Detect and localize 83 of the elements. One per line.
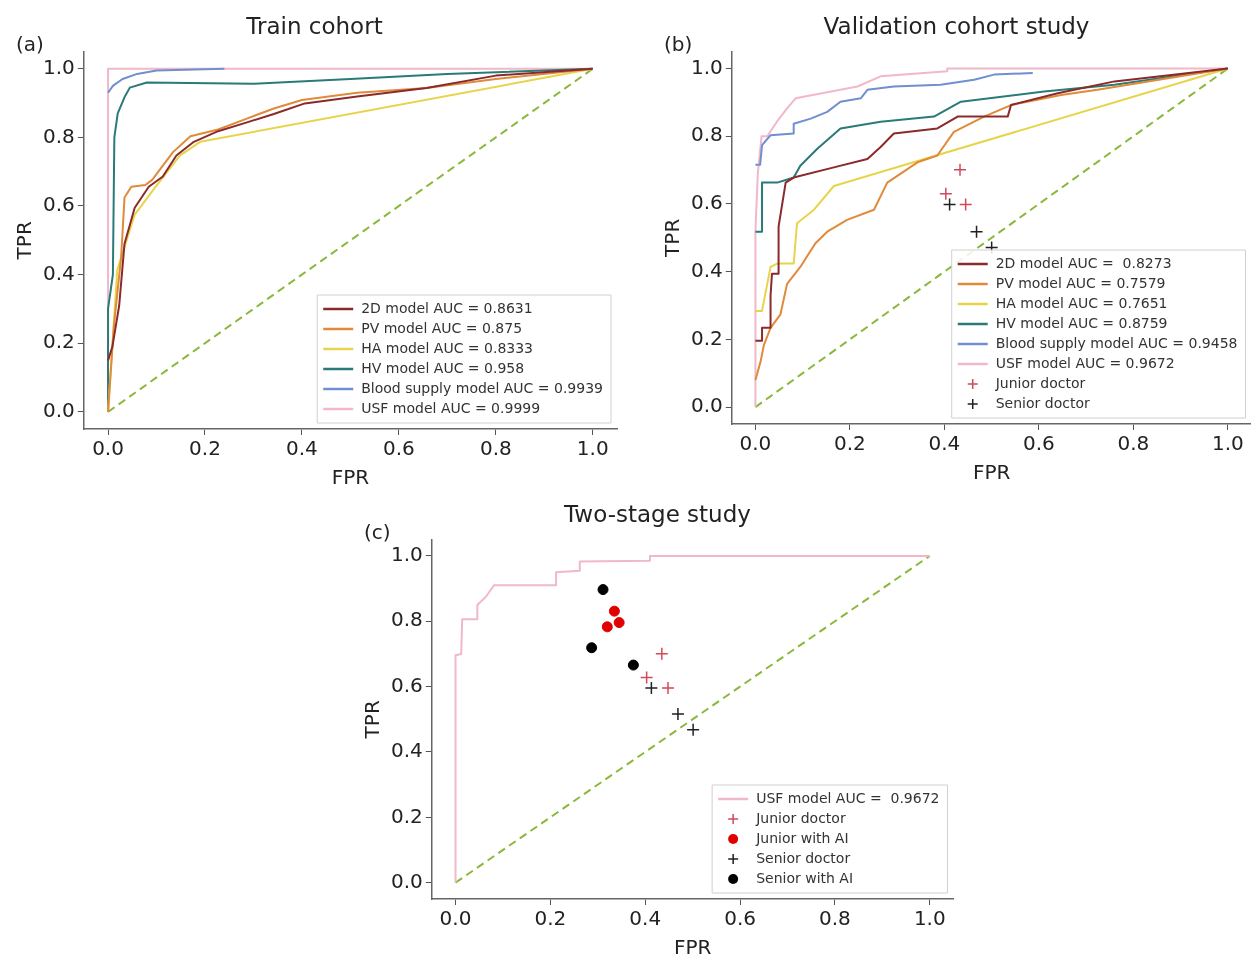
legend-label: USF model AUC = 0.9672 — [756, 789, 940, 806]
y-tick-label: 1.0 — [390, 542, 423, 567]
y-tick-label: 0.6 — [690, 190, 723, 215]
chart-title: Train cohort — [245, 12, 383, 39]
x-axis-title: FPR — [972, 460, 1011, 485]
legend-label: HV model AUC = 0.958 — [361, 359, 525, 376]
y-tick-label: 0.6 — [42, 192, 75, 217]
point — [671, 707, 685, 721]
y-tick-label: 0.0 — [42, 398, 75, 423]
text: (c) — [364, 520, 391, 545]
x-tick-label: 0.4 — [928, 431, 961, 456]
legend-label: 2D model AUC = 0.8273 — [995, 254, 1172, 271]
point — [661, 681, 675, 695]
legend-label: HV model AUC = 0.8759 — [995, 314, 1168, 331]
y-tick-label: 0.2 — [390, 803, 423, 828]
y-tick-label: 1.0 — [42, 54, 75, 79]
legend-label: Junior with AI — [755, 829, 849, 846]
point — [597, 584, 609, 596]
x-tick-label: 0.0 — [439, 906, 472, 931]
x-tick-label: 0.0 — [739, 431, 772, 456]
legend-label: HA model AUC = 0.8333 — [361, 339, 534, 356]
x-axis-title: FPR — [331, 465, 370, 490]
legend-label: PV model AUC = 0.7579 — [995, 274, 1166, 291]
legend-label: Senior doctor — [995, 394, 1090, 411]
legend-label: Junior doctor — [994, 374, 1086, 391]
point — [601, 621, 613, 633]
y-tick-label: 0.0 — [390, 868, 423, 893]
x-tick-label: 0.2 — [534, 906, 567, 931]
point — [969, 224, 984, 239]
point — [586, 642, 598, 654]
legend-label: Senior with AI — [756, 869, 854, 886]
y-tick-label: 0.4 — [690, 257, 723, 282]
point — [686, 723, 700, 737]
x-tick-label: 0.8 — [479, 436, 512, 461]
x-tick-label: 1.0 — [913, 906, 946, 931]
point — [613, 617, 625, 629]
y-tick-label: 0.8 — [42, 123, 75, 148]
x-tick-label: 0.2 — [834, 431, 866, 456]
x-tick-label: 0.0 — [92, 436, 124, 461]
point — [942, 197, 957, 212]
chart-title: Validation cohort study — [823, 12, 1090, 39]
point — [655, 646, 669, 661]
point — [939, 187, 953, 201]
y-tick-label: 0.2 — [42, 329, 75, 354]
y-tick-label: 0.8 — [690, 122, 723, 147]
legend-label: Blood supply model AUC = 0.9458 — [995, 334, 1238, 351]
legend-label: Blood supply model AUC = 0.9939 — [361, 379, 604, 396]
legend-label: USF model AUC = 0.9999 — [361, 399, 541, 416]
y-axis-title: TPR — [660, 218, 685, 258]
x-tick-label: 0.2 — [189, 436, 221, 461]
legend-label: 2D model AUC = 0.8631 — [361, 299, 533, 316]
point — [627, 659, 639, 671]
point — [958, 197, 973, 212]
legend-label: Senior doctor — [756, 849, 851, 866]
y-axis-title: TPR — [12, 221, 37, 261]
x-tick-label: 0.6 — [1022, 431, 1055, 456]
y-tick-label: 0.0 — [690, 393, 723, 418]
point — [608, 605, 620, 617]
x-tick-label: 1.0 — [576, 436, 609, 461]
legend-label: PV model AUC = 0.875 — [361, 319, 523, 336]
y-tick-label: 0.2 — [690, 325, 723, 350]
y-tick-label: 0.4 — [390, 738, 423, 763]
legend-label: USF model AUC = 0.9672 — [995, 354, 1175, 371]
point — [639, 670, 654, 685]
y-tick-label: 0.6 — [390, 672, 423, 697]
x-tick-label: 0.4 — [286, 436, 318, 461]
chart-title: Two-stage study — [563, 500, 751, 527]
x-tick-label: 0.8 — [1117, 431, 1150, 456]
y-tick-label: 0.4 — [42, 260, 75, 285]
x-tick-label: 0.4 — [629, 906, 662, 931]
x-tick-label: 0.6 — [724, 906, 756, 931]
y-tick-label: 0.8 — [390, 607, 423, 632]
y-tick-label: 1.0 — [690, 54, 723, 79]
x-tick-label: 0.8 — [819, 906, 851, 931]
point — [953, 163, 967, 177]
legend-label: Junior doctor — [755, 809, 846, 826]
point — [644, 681, 659, 695]
text: (a) — [16, 32, 44, 57]
text: (b) — [664, 32, 693, 57]
x-axis-title: FPR — [673, 935, 712, 955]
x-tick-label: 1.0 — [1211, 431, 1244, 456]
y-axis-title: TPR — [360, 700, 385, 740]
legend-label: HA model AUC = 0.7651 — [995, 294, 1168, 311]
